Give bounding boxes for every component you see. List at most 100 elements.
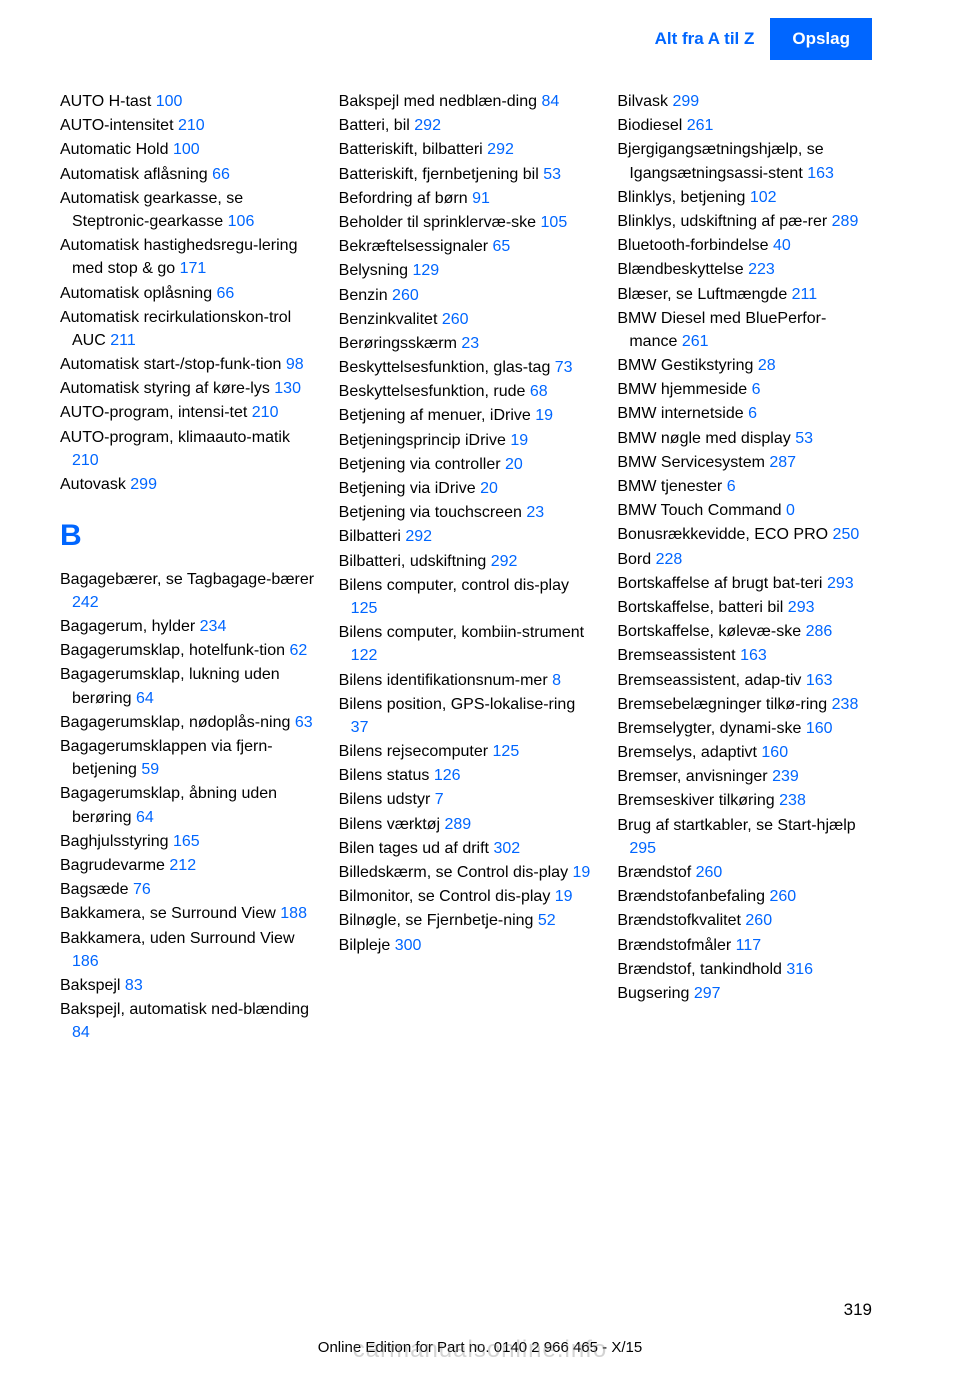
page-reference[interactable]: 261 [682,333,709,350]
page-reference[interactable]: 212 [169,857,196,874]
page-reference[interactable]: 289 [832,213,859,230]
page-reference[interactable]: 210 [252,404,279,421]
page-reference[interactable]: 117 [736,937,762,954]
page-reference[interactable]: 293 [827,575,854,592]
page-reference[interactable]: 6 [752,381,761,398]
page-reference[interactable]: 100 [173,141,200,158]
page-reference[interactable]: 223 [748,261,775,278]
page-reference[interactable]: 299 [130,476,157,493]
page-reference[interactable]: 23 [526,504,544,521]
page-reference[interactable]: 105 [541,214,568,231]
page-reference[interactable]: 7 [435,791,444,808]
page-reference[interactable]: 98 [286,356,304,373]
page-reference[interactable]: 126 [434,767,461,784]
page-reference[interactable]: 53 [543,166,561,183]
page-reference[interactable]: 84 [72,1024,90,1041]
page-reference[interactable]: 292 [414,117,441,134]
page-reference[interactable]: 300 [395,937,422,954]
page-reference[interactable]: 64 [136,690,154,707]
page-reference[interactable]: 40 [773,237,791,254]
page-reference[interactable]: 242 [72,594,99,611]
page-reference[interactable]: 8 [552,672,561,689]
page-reference[interactable]: 165 [173,833,200,850]
page-reference[interactable]: 160 [761,744,788,761]
page-reference[interactable]: 73 [555,359,573,376]
page-reference[interactable]: 6 [727,478,736,495]
page-reference[interactable]: 53 [795,430,813,447]
index-entry: BMW Gestikstyring 28 [617,354,872,377]
page-reference[interactable]: 186 [72,953,99,970]
page-reference[interactable]: 211 [792,286,818,303]
page-reference[interactable]: 23 [461,335,479,352]
page-reference[interactable]: 83 [125,977,143,994]
page-reference[interactable]: 228 [656,551,683,568]
page-reference[interactable]: 297 [694,985,721,1002]
page-reference[interactable]: 20 [480,480,498,497]
page-reference[interactable]: 28 [758,357,776,374]
page-reference[interactable]: 20 [505,456,523,473]
page-reference[interactable]: 125 [351,600,378,617]
page-reference[interactable]: 163 [740,647,767,664]
index-entry-text: Automatic Hold [60,141,173,158]
page-reference[interactable]: 210 [72,452,99,469]
page-reference[interactable]: 100 [156,93,183,110]
page-reference[interactable]: 289 [444,816,471,833]
page-reference[interactable]: 260 [696,864,723,881]
page-reference[interactable]: 239 [772,768,799,785]
index-entry: Bluetooth-forbindelse 40 [617,234,872,257]
page-reference[interactable]: 260 [745,912,772,929]
page-reference[interactable]: 260 [442,311,469,328]
page-reference[interactable]: 293 [788,599,815,616]
page-reference[interactable]: 19 [510,432,528,449]
page-reference[interactable]: 52 [538,912,556,929]
page-reference[interactable]: 295 [629,840,656,857]
page-reference[interactable]: 84 [541,93,559,110]
page-reference[interactable]: 6 [748,405,757,422]
page-reference[interactable]: 260 [769,888,796,905]
page-reference[interactable]: 130 [274,380,301,397]
page-reference[interactable]: 102 [750,189,777,206]
page-reference[interactable]: 64 [136,809,154,826]
page-reference[interactable]: 59 [141,761,159,778]
index-entry-text: Brændstofmåler [617,937,735,954]
page-reference[interactable]: 19 [573,864,591,881]
page-reference[interactable]: 129 [413,262,440,279]
page-reference[interactable]: 65 [493,238,511,255]
page-reference[interactable]: 171 [180,260,207,277]
page-reference[interactable]: 292 [487,141,514,158]
page-reference[interactable]: 122 [351,647,378,664]
page-reference[interactable]: 210 [178,117,205,134]
page-reference[interactable]: 37 [351,719,369,736]
page-reference[interactable]: 261 [687,117,714,134]
page-reference[interactable]: 125 [493,743,520,760]
page-reference[interactable]: 106 [228,213,255,230]
page-reference[interactable]: 302 [493,840,520,857]
page-reference[interactable]: 66 [212,166,230,183]
page-reference[interactable]: 316 [786,961,813,978]
page-reference[interactable]: 19 [535,407,553,424]
page-reference[interactable]: 76 [133,881,151,898]
page-reference[interactable]: 292 [491,553,518,570]
page-reference[interactable]: 299 [672,93,699,110]
page-reference[interactable]: 160 [806,720,833,737]
page-reference[interactable]: 238 [779,792,806,809]
page-reference[interactable]: 260 [392,287,419,304]
page-reference[interactable]: 63 [295,714,313,731]
page-reference[interactable]: 211 [110,332,136,349]
page-reference[interactable]: 91 [472,190,490,207]
page-reference[interactable]: 292 [405,528,432,545]
page-reference[interactable]: 188 [280,905,307,922]
page-reference[interactable]: 163 [807,165,834,182]
page-reference[interactable]: 19 [555,888,573,905]
page-reference[interactable]: 68 [530,383,548,400]
page-reference[interactable]: 287 [769,454,796,471]
page-reference[interactable]: 62 [289,642,307,659]
page-reference[interactable]: 250 [833,526,860,543]
index-entry: AUTO H-tast 100 [60,90,315,113]
page-reference[interactable]: 234 [200,618,227,635]
page-reference[interactable]: 286 [806,623,833,640]
page-reference[interactable]: 66 [217,285,235,302]
page-reference[interactable]: 0 [786,502,795,519]
page-reference[interactable]: 238 [832,696,859,713]
page-reference[interactable]: 163 [806,672,833,689]
